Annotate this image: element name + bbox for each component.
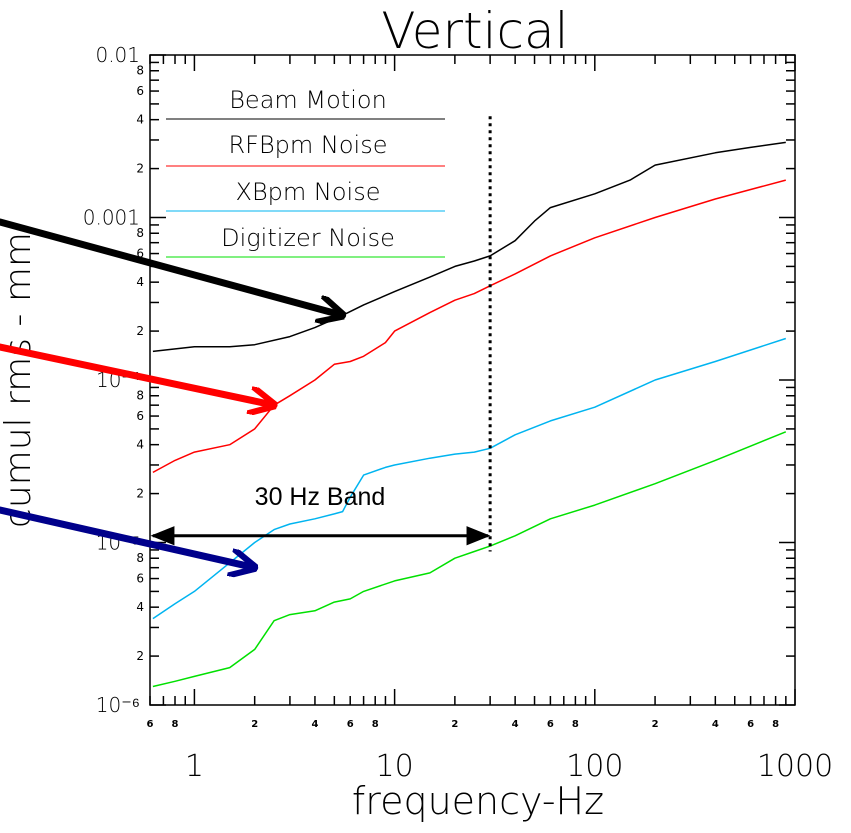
y-minor-tick-label: 6	[136, 409, 144, 423]
beam-motion-callout-arrow	[0, 218, 343, 315]
x-minor-tick-label: 8	[572, 719, 579, 730]
legend-label-xbpm-noise: XBpm Noise	[236, 178, 381, 206]
y-minor-tick-label: 6	[136, 84, 144, 98]
x-minor-tick-label: 4	[712, 719, 719, 730]
xbpm-noise-callout-arrow	[0, 506, 255, 568]
x-minor-tick-label: 4	[311, 719, 318, 730]
x-minor-tick-label: 6	[147, 719, 154, 730]
x-minor-tick-label: 6	[347, 719, 354, 730]
x-minor-tick-label: 8	[772, 719, 779, 730]
y-minor-tick-label: 8	[136, 226, 144, 240]
series-line-digitizer-noise	[152, 431, 787, 688]
y-tick-label: 0.01	[95, 43, 140, 67]
rfbpm-noise-callout-arrow	[0, 343, 274, 405]
y-tick-label: 0.001	[83, 206, 140, 230]
y-minor-tick-label: 8	[136, 389, 144, 403]
x-tick-label: 100	[566, 749, 623, 784]
y-minor-tick-label: 2	[136, 649, 144, 663]
y-minor-tick-label: 8	[136, 551, 144, 565]
chart-title: Vertical	[381, 2, 568, 60]
x-minor-tick-label: 8	[372, 719, 379, 730]
x-tick-label: 10	[376, 749, 414, 784]
y-axis-label: cumul rms - mm	[0, 232, 39, 528]
legend-label-rfbpm-noise: RFBpm Noise	[228, 131, 387, 159]
y-minor-tick-label: 4	[136, 600, 144, 614]
x-minor-tick-label: 4	[512, 719, 519, 730]
x-minor-tick-label: 6	[747, 719, 754, 730]
y-minor-tick-label: 2	[136, 324, 144, 338]
y-minor-tick-label: 2	[136, 487, 144, 501]
y-minor-tick-label: 6	[136, 572, 144, 586]
x-tick-label: 1000	[757, 749, 833, 784]
x-minor-tick-label: 2	[451, 719, 458, 730]
series-line-beam-motion	[152, 141, 786, 353]
x-tick-label: 1	[185, 749, 204, 784]
y-tick-label: 10⁻⁶	[96, 693, 140, 717]
y-minor-tick-label: 4	[136, 113, 144, 127]
y-minor-tick-label: 4	[136, 275, 144, 289]
band-label: 30 Hz Band	[255, 483, 386, 511]
x-minor-tick-label: 8	[172, 719, 179, 730]
x-minor-tick-label: 6	[547, 719, 554, 730]
x-minor-tick-label: 2	[652, 719, 659, 730]
legend-label-beam-motion: Beam Motion	[229, 86, 387, 114]
series-line-rfbpm-noise	[152, 179, 786, 474]
y-minor-tick-label: 4	[136, 438, 144, 452]
legend: Beam Motion RFBpm Noise XBpm Noise Digit…	[166, 86, 445, 258]
x-axis-label: frequency-Hz	[352, 779, 604, 823]
y-minor-tick-label: 8	[136, 64, 144, 78]
legend-label-digitizer-noise: Digitizer Noise	[221, 224, 395, 252]
series-line-xbpm-noise	[152, 337, 787, 620]
x-minor-tick-label: 2	[251, 719, 258, 730]
y-minor-tick-label: 2	[136, 162, 144, 176]
y-minor-tick-label: 6	[136, 247, 144, 261]
series-lines	[152, 141, 787, 688]
